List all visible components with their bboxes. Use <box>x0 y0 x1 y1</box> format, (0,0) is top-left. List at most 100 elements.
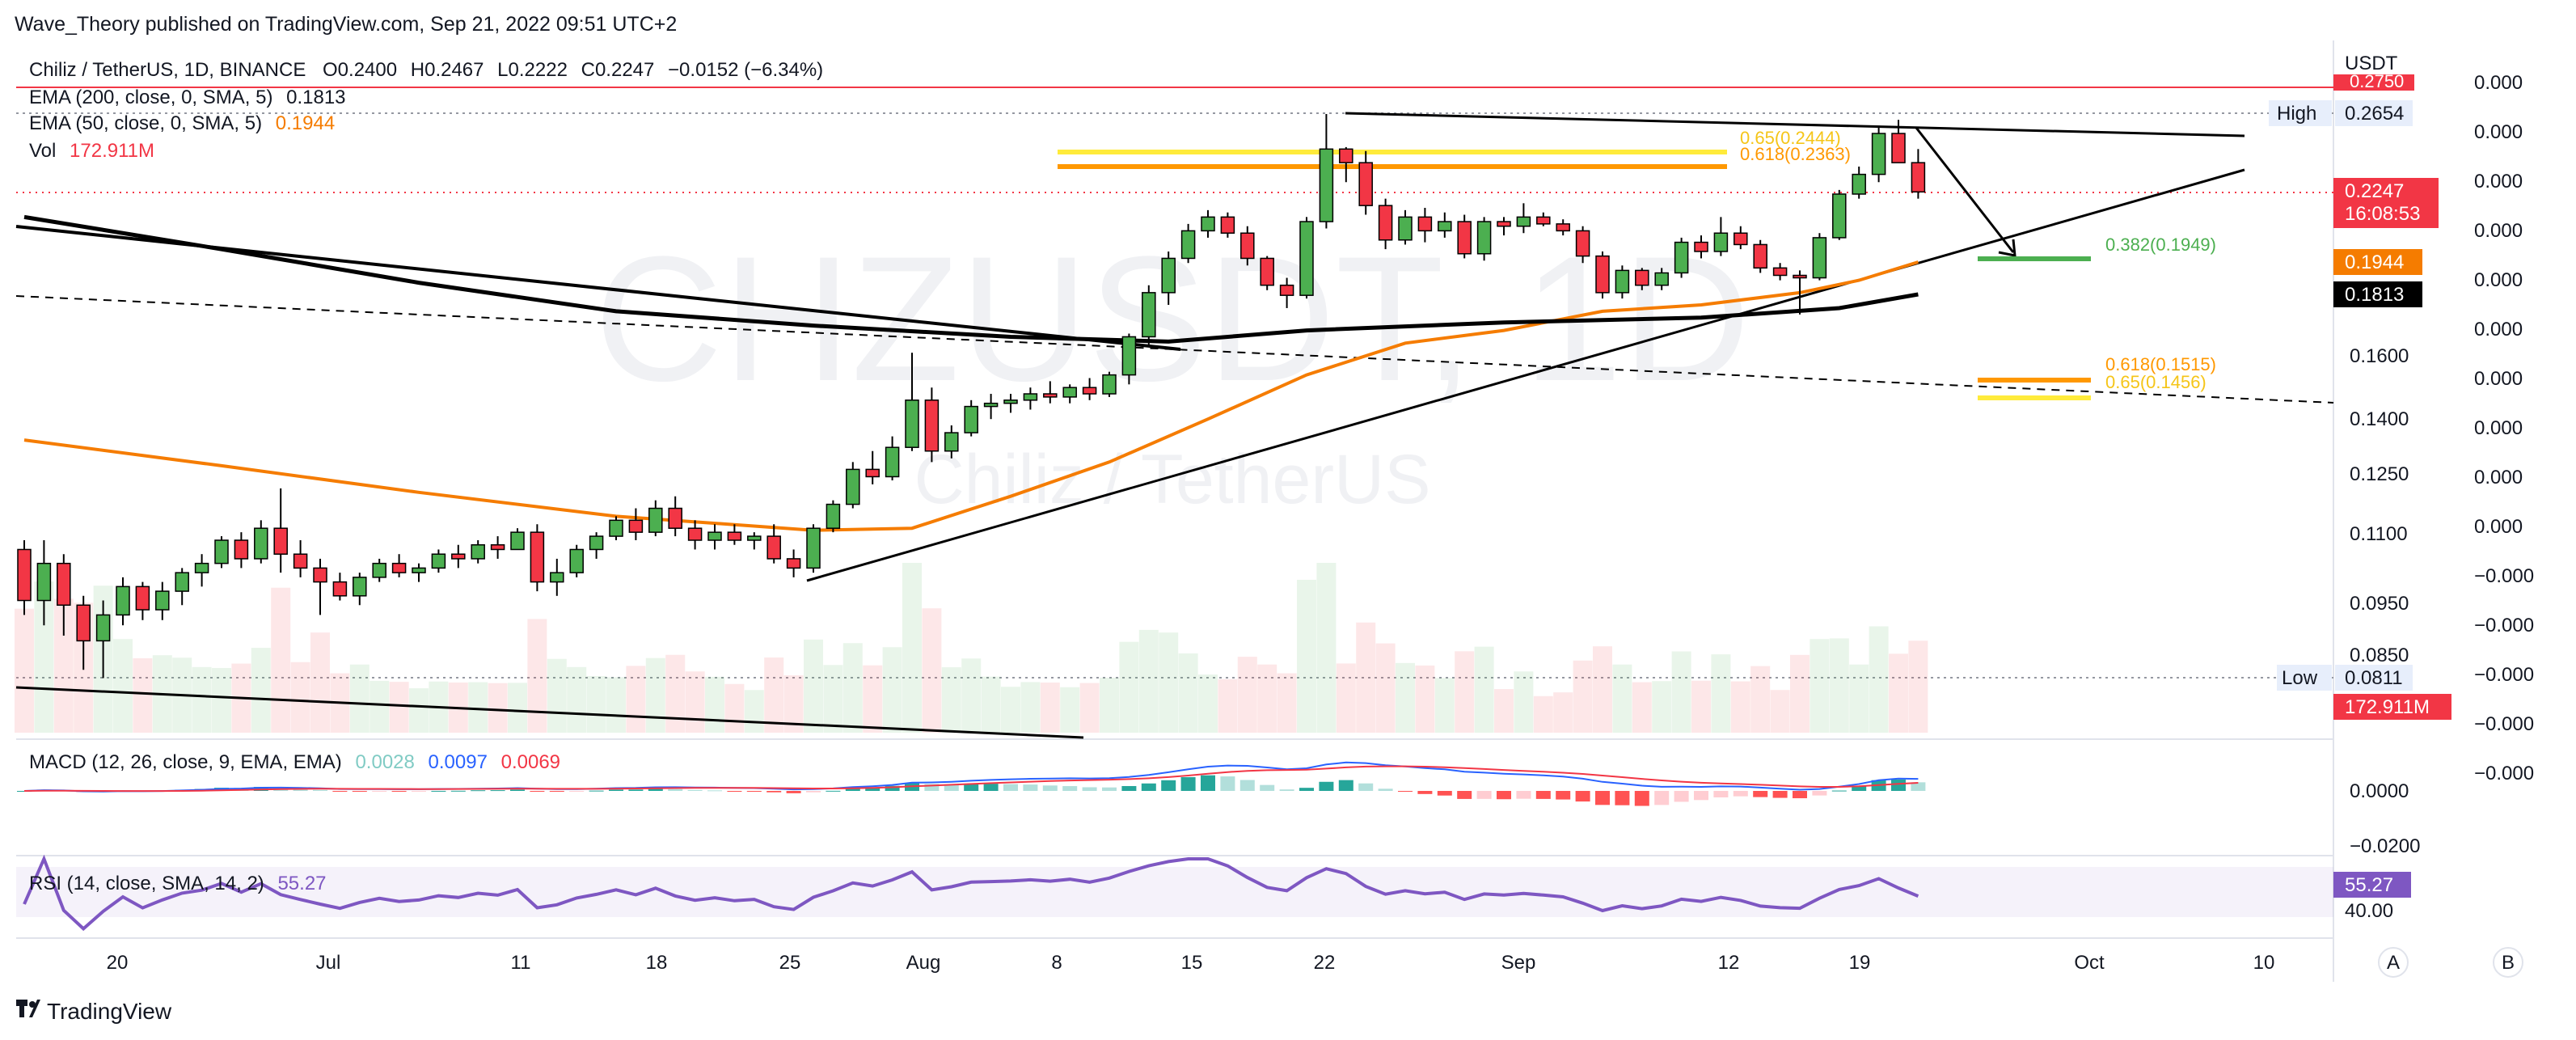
macd-histogram-bar <box>1003 784 1018 791</box>
candle <box>1654 268 1669 290</box>
macd-histogram-bar <box>1812 791 1827 796</box>
time-axis-label: 20 <box>107 952 129 974</box>
time-axis-label: Jul <box>316 952 341 974</box>
macd-histogram-bar <box>1713 791 1729 797</box>
candle <box>194 554 209 587</box>
candle-body <box>885 446 900 478</box>
candle-body <box>1220 216 1235 234</box>
candle <box>36 540 52 626</box>
time-axis-label: 8 <box>1051 952 1062 974</box>
candle <box>1772 263 1788 281</box>
volume-bar <box>705 676 724 733</box>
volume-bar <box>1119 641 1139 733</box>
macd-histogram-bar <box>1398 791 1413 792</box>
time-axis-label: 25 <box>779 952 801 974</box>
macd-histogram <box>17 775 1926 806</box>
time-axis-label: 12 <box>1718 952 1740 974</box>
candle <box>1694 235 1708 259</box>
volume-bar <box>1691 680 1711 733</box>
candle-body <box>17 548 32 602</box>
macd-histogram-bar <box>1831 790 1847 792</box>
candle-body <box>451 553 466 560</box>
volume-tag <box>2333 694 2451 720</box>
candle-body <box>1003 400 1018 404</box>
last-price-tag <box>2333 178 2439 228</box>
volume-bar <box>1908 640 1928 733</box>
candle <box>1102 371 1117 397</box>
candle-body <box>214 539 229 564</box>
candle-body <box>1417 216 1433 232</box>
top-line-tag <box>2333 74 2414 91</box>
ema200-tag <box>2333 281 2422 307</box>
candle <box>313 558 327 615</box>
volume-bar <box>1257 664 1277 733</box>
candle-body <box>1575 230 1590 257</box>
macd-tick-0: 0.0000 <box>2350 780 2409 802</box>
volume-bar <box>1237 657 1257 733</box>
volume-bar <box>1632 682 1652 733</box>
candle-body <box>1457 221 1472 255</box>
macd-histogram-bar <box>490 790 505 792</box>
candle <box>1635 268 1649 290</box>
volume-bar <box>212 668 231 733</box>
time-axis-label: 15 <box>1181 952 1203 974</box>
candle-body <box>1536 216 1551 225</box>
low-label: Low <box>2282 667 2318 689</box>
candle-body <box>1358 162 1373 206</box>
candle <box>1417 208 1433 243</box>
candle <box>1161 251 1176 306</box>
candle <box>865 450 880 484</box>
ema200-line <box>23 214 1919 344</box>
time-axis-label: Sep <box>1501 952 1536 974</box>
volume-bar <box>1494 689 1514 733</box>
candle-body <box>95 614 111 642</box>
macd-label: MACD (12, 26, close, 9, EMA, EMA) <box>29 751 342 773</box>
legend-symbol: Chiliz / TetherUS, 1D, BINANCE <box>29 59 306 81</box>
macd-hist-value: 0.0028 <box>355 751 414 773</box>
time-axis-label: 19 <box>1849 952 1871 974</box>
macd-histogram-bar <box>1674 791 1689 802</box>
volume-axis-tick: −0.000 <box>2474 664 2534 686</box>
rsi-label: RSI (14, close, SMA, 14, 2) <box>29 873 264 894</box>
volume-bar <box>290 662 310 733</box>
candle <box>1595 251 1610 299</box>
candle <box>1556 219 1570 236</box>
volume-axis-tick: 0.000 <box>2474 417 2523 439</box>
macd-histogram-bar <box>431 790 446 792</box>
candle <box>1260 256 1274 290</box>
price-axis-currency: USDT <box>2345 53 2398 74</box>
macd-signal-value: 0.0069 <box>501 751 560 773</box>
candle-body <box>36 562 52 602</box>
candle-body <box>1871 133 1886 175</box>
low-value: 0.0811 <box>2345 667 2403 689</box>
candle <box>648 500 663 537</box>
volume-bar <box>1533 695 1553 733</box>
candle <box>431 549 446 573</box>
candle-body <box>727 531 742 541</box>
vol-value: 172.911M <box>70 140 154 162</box>
volume-tag-value: 172.911M <box>2345 696 2430 718</box>
last-price-value: 0.2247 <box>2345 180 2404 202</box>
candle <box>1575 226 1590 264</box>
time-axis-label: Oct <box>2074 952 2105 974</box>
macd-signal-line <box>23 765 1919 793</box>
candle <box>95 600 111 679</box>
volume-bar <box>527 619 547 733</box>
volume-bar <box>744 690 764 733</box>
macd-histogram-bar <box>549 791 564 792</box>
macd-histogram-bar <box>944 784 959 791</box>
candle <box>1674 237 1689 278</box>
volume-bar <box>409 688 429 733</box>
volume-bar <box>981 676 1001 733</box>
candle-body <box>155 590 170 611</box>
candle-body <box>135 586 150 611</box>
candle <box>806 524 821 573</box>
volume-bar <box>626 666 646 733</box>
auto-scale-button[interactable]: A <box>2378 947 2409 978</box>
candle-body <box>609 519 623 537</box>
candle-body <box>1023 393 1038 401</box>
price-tick-5: 0.0850 <box>2350 645 2409 666</box>
log-scale-button[interactable]: B <box>2493 947 2523 978</box>
volume-bar <box>586 676 606 733</box>
tradingview-logo-icon <box>16 1000 40 1017</box>
